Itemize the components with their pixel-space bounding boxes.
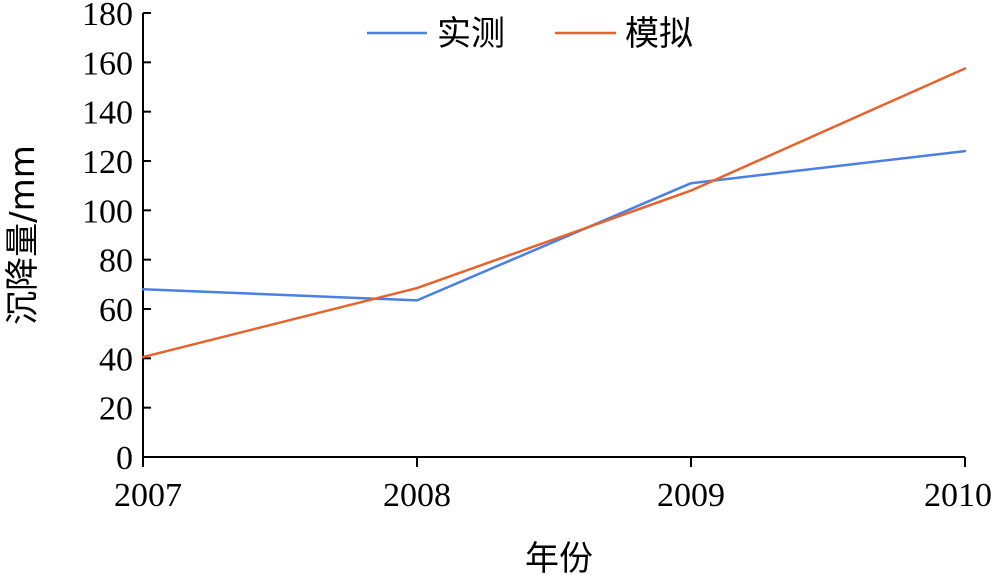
x-axis-title: 年份: [525, 539, 593, 575]
legend-label: 模拟: [625, 14, 693, 54]
y-tick-label: 0: [116, 440, 133, 477]
y-tick-label: 100: [82, 193, 133, 230]
y-tick-label: 140: [82, 95, 133, 132]
y-axis-title: 沉降量/mm: [3, 145, 43, 325]
y-axis-ticks: 0 20 40 60 80 100 120 140 160 180: [82, 0, 151, 477]
y-tick-label: 180: [82, 0, 133, 33]
y-tick-label: 80: [99, 243, 133, 280]
legend-label: 实测: [437, 14, 505, 54]
x-tick-label: 2010: [924, 477, 992, 514]
x-tick-label: 2007: [114, 477, 182, 514]
y-tick-label: 60: [99, 292, 133, 329]
legend: 实测 模拟: [367, 14, 693, 54]
y-tick-label: 120: [82, 144, 133, 181]
series-group: [141, 67, 967, 359]
series-line-0: [141, 149, 967, 302]
y-tick-label: 20: [99, 391, 133, 428]
series-line-1: [141, 67, 967, 359]
x-tick-label: 2008: [383, 477, 451, 514]
x-axis-ticks: 2007 2008 2009 2010: [114, 457, 992, 514]
x-tick-label: 2009: [657, 477, 725, 514]
y-tick-label: 160: [82, 45, 133, 82]
y-tick-label: 40: [99, 341, 133, 378]
